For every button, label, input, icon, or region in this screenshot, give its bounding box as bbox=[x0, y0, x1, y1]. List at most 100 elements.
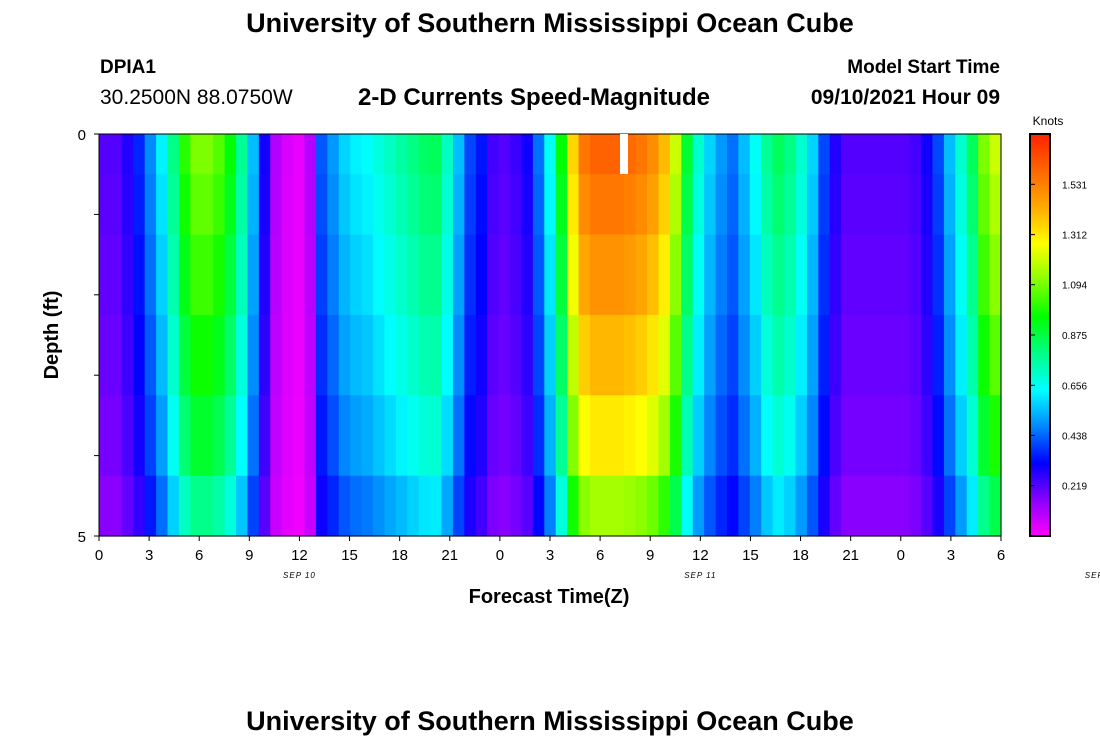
heatmap-cell bbox=[601, 314, 614, 396]
heatmap-cell bbox=[681, 174, 694, 236]
heatmap-cell bbox=[567, 234, 580, 316]
heatmap-cell bbox=[989, 174, 1002, 236]
x-tick-label: 15 bbox=[341, 547, 358, 564]
heatmap-cell bbox=[521, 395, 534, 477]
heatmap-cell bbox=[943, 395, 956, 477]
heatmap-cell bbox=[955, 475, 968, 537]
heatmap-cell bbox=[315, 174, 328, 236]
colorbar-tick-label: 0.656 bbox=[1062, 381, 1087, 392]
heatmap-cell bbox=[236, 395, 249, 477]
heatmap-cell bbox=[247, 234, 260, 316]
heatmap-cell bbox=[293, 234, 306, 316]
heatmap-cell bbox=[498, 395, 511, 477]
heatmap-cell bbox=[806, 475, 819, 537]
heatmap-cell bbox=[373, 395, 386, 477]
heatmap-cell bbox=[418, 174, 431, 236]
heatmap-cell bbox=[818, 475, 831, 537]
heatmap-cell bbox=[167, 134, 180, 175]
heatmap-cell bbox=[350, 314, 363, 396]
heatmap-cell bbox=[475, 134, 488, 175]
heatmap-cell bbox=[795, 475, 808, 537]
heatmap-cell bbox=[578, 395, 591, 477]
heatmap-cell bbox=[784, 134, 797, 175]
heatmap-cell bbox=[464, 174, 477, 236]
colorbar-label: Knots bbox=[1033, 114, 1064, 128]
heatmap-cell bbox=[966, 395, 979, 477]
heatmap-cell bbox=[395, 174, 408, 236]
heatmap-cell bbox=[304, 174, 317, 236]
heatmap-cell bbox=[863, 234, 877, 316]
heatmap-cell bbox=[898, 134, 911, 175]
heatmap-cell bbox=[121, 314, 134, 396]
heatmap-cell bbox=[258, 134, 271, 175]
heatmap-cell bbox=[304, 234, 317, 316]
heatmap-cell bbox=[635, 395, 648, 477]
x-tick-label: 12 bbox=[692, 547, 709, 564]
heatmap-cell bbox=[567, 134, 580, 175]
heatmap-cell bbox=[498, 174, 511, 236]
heatmap-cell bbox=[818, 134, 831, 175]
heatmap-cell bbox=[612, 395, 625, 477]
heatmap-cell bbox=[715, 395, 728, 477]
heatmap-cell bbox=[589, 174, 602, 236]
heatmap-cell bbox=[829, 475, 842, 537]
heatmap-cell bbox=[121, 134, 134, 175]
heatmap-cell bbox=[875, 174, 888, 236]
heatmap-cell bbox=[190, 314, 203, 396]
x-tick-label: 18 bbox=[391, 547, 408, 564]
heatmap-cell bbox=[487, 174, 500, 236]
heatmap-cell bbox=[726, 314, 739, 396]
heatmap-cell bbox=[361, 395, 374, 477]
heatmap-cell bbox=[818, 174, 831, 236]
x-tick-label: 3 bbox=[145, 547, 153, 564]
heatmap-cell bbox=[863, 134, 877, 175]
heatmap-cell bbox=[464, 314, 477, 396]
heatmap-cell bbox=[601, 134, 614, 175]
x-tick-label: 6 bbox=[997, 547, 1005, 564]
date-label: SEP 10 bbox=[283, 571, 316, 580]
heatmap-cell bbox=[886, 314, 899, 396]
heatmap-cell bbox=[704, 234, 717, 316]
heatmap-cell bbox=[978, 174, 991, 236]
heatmap-cell bbox=[487, 234, 500, 316]
heatmap-cell bbox=[430, 134, 443, 175]
heatmap-cell bbox=[692, 395, 705, 477]
heatmap-cell bbox=[829, 314, 842, 396]
heatmap-cell bbox=[978, 475, 991, 537]
heatmap-cell bbox=[167, 475, 180, 537]
colorbar-ticks: 0.219 0.438 0.656 0.875 1.094 1.312 1.531 bbox=[1030, 180, 1087, 493]
heatmap-cell bbox=[669, 475, 682, 537]
heatmap-cell bbox=[384, 234, 397, 316]
heatmap-cell bbox=[452, 314, 465, 396]
heatmap-cell bbox=[658, 475, 671, 537]
heatmap-cell bbox=[772, 475, 785, 537]
heatmap-cell bbox=[692, 475, 705, 537]
heatmap-cell bbox=[407, 395, 420, 477]
heatmap-cell bbox=[430, 314, 443, 396]
heatmap-cell bbox=[247, 174, 260, 236]
heatmap-cell bbox=[704, 174, 717, 236]
date-label: SEP 12 bbox=[1085, 571, 1100, 580]
heatmap-cell bbox=[315, 234, 328, 316]
heatmap-cell bbox=[133, 234, 146, 316]
heatmap-cell bbox=[452, 395, 465, 477]
heatmap-cell bbox=[749, 134, 762, 175]
heatmap-cell bbox=[829, 234, 842, 316]
heatmap-cell bbox=[669, 134, 682, 175]
heatmap-cell bbox=[178, 234, 191, 316]
heatmap-cell bbox=[384, 475, 397, 537]
heatmap-cell bbox=[532, 475, 545, 537]
heatmap-cell bbox=[144, 314, 157, 396]
heatmap-cell bbox=[224, 174, 237, 236]
heatmap-cell bbox=[338, 395, 351, 477]
heatmap-cell bbox=[738, 234, 751, 316]
heatmap-cell bbox=[510, 234, 523, 316]
heatmap-cell bbox=[841, 314, 854, 396]
heatmap-cell bbox=[989, 395, 1002, 477]
heatmap-cell bbox=[966, 234, 979, 316]
heatmap-cell bbox=[943, 174, 956, 236]
heatmap-cell bbox=[601, 395, 614, 477]
heatmap-cell bbox=[452, 134, 465, 175]
heatmap-cell bbox=[281, 475, 294, 537]
model-start-label: Model Start Time bbox=[847, 57, 1000, 78]
